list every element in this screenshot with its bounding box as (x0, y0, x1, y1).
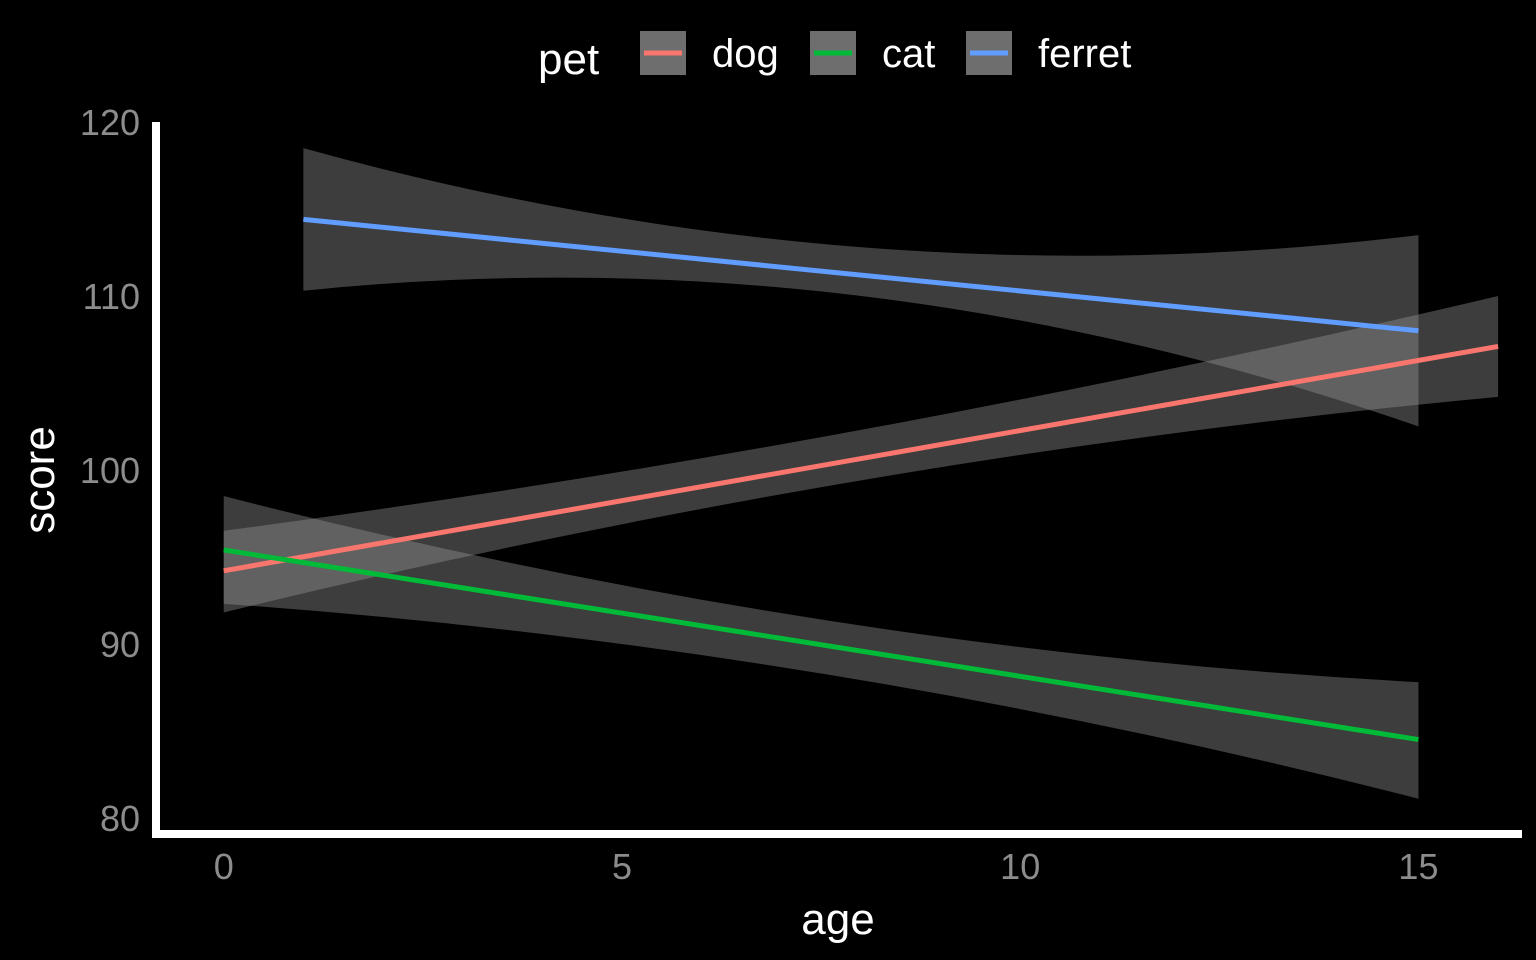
confidence-band-cat (223, 496, 1419, 799)
confidence-band-ferret (303, 148, 1419, 427)
x-tick-label: 10 (1000, 846, 1040, 887)
confidence-band-dog (223, 295, 1499, 613)
y-axis-title: score (15, 426, 64, 534)
series-line-ferret (303, 216, 1419, 334)
series-line-cat (223, 547, 1419, 743)
x-axis-title: age (801, 895, 874, 944)
legend-label-dog: dog (712, 32, 779, 76)
legend: pet dog cat ferret (538, 31, 1131, 84)
x-tick-label: 5 (612, 846, 632, 887)
x-tick-label: 15 (1398, 846, 1438, 887)
legend-label-cat: cat (882, 32, 935, 76)
legend-title: pet (538, 35, 599, 84)
y-tick-label: 100 (80, 450, 140, 491)
y-tick-labels: 80 90 100 110 120 (80, 102, 140, 839)
y-tick-label: 80 (100, 798, 140, 839)
x-tick-label: 0 (214, 846, 234, 887)
y-tick-label: 90 (100, 624, 140, 665)
y-tick-label: 120 (80, 102, 140, 143)
legend-label-ferret: ferret (1038, 32, 1131, 76)
x-tick-labels: 0 5 10 15 (214, 846, 1439, 887)
confidence-bands (223, 148, 1499, 799)
series-line-dog (223, 343, 1499, 574)
series-lines (223, 216, 1499, 743)
y-tick-label: 110 (83, 276, 140, 317)
